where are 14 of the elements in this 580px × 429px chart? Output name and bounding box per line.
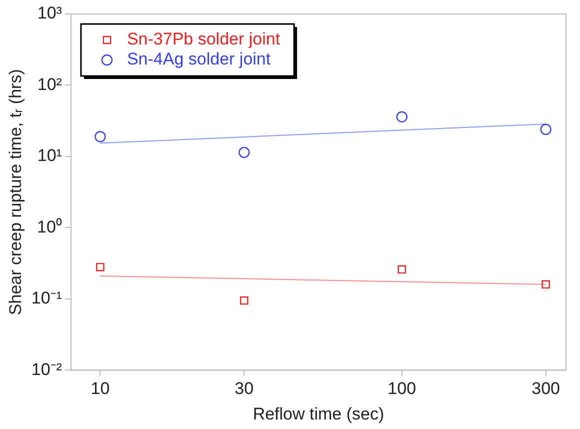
legend-label: Sn-4Ag solder joint: [126, 50, 271, 69]
y-axis-title: Shear creep rupture time, tᵣ (hrs): [6, 69, 25, 316]
x-tick-label: 100: [388, 379, 416, 398]
x-tick-label: 10: [90, 379, 110, 398]
y-tick-label: 10⁰: [37, 217, 62, 236]
y-tick-label: 10¹: [37, 146, 62, 166]
x-axis-title: Reflow time (sec): [252, 404, 384, 424]
y-tick-label: 10³: [37, 4, 62, 23]
x-tick-label: 30: [234, 379, 254, 398]
legend-label: Sn-37Pb solder joint: [126, 30, 280, 49]
y-tick-label: 10⁻²: [31, 360, 62, 379]
x-tick-label: 300: [532, 379, 560, 398]
y-tick-label: 10⁻¹: [31, 288, 62, 308]
y-tick-label: 10²: [37, 74, 62, 94]
